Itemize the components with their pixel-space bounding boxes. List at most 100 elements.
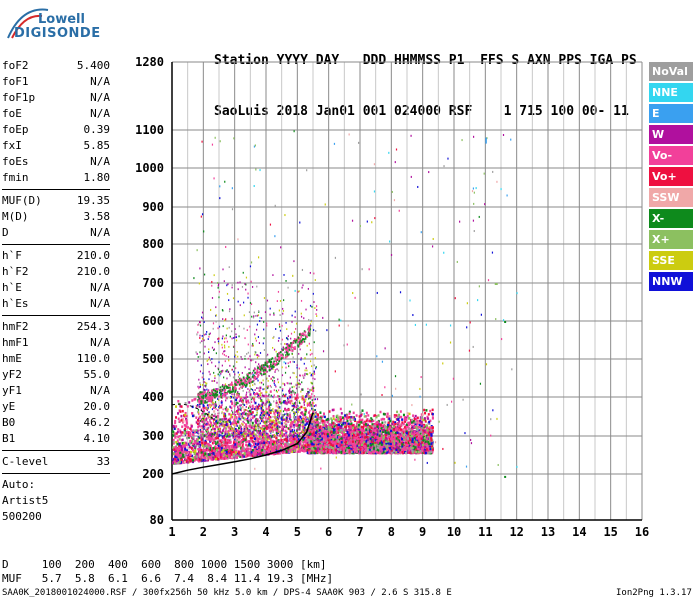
echo-point: [216, 425, 219, 429]
echo-point: [178, 444, 181, 447]
echo-point: [174, 460, 177, 464]
echo-point: [269, 411, 272, 415]
echo-point: [273, 376, 275, 379]
echo-point: [308, 402, 311, 405]
echo-point: [271, 426, 274, 429]
echo-point: [242, 455, 245, 458]
echo-point: [367, 419, 370, 423]
echo-point: [240, 447, 243, 450]
echo-point: [270, 386, 272, 389]
echo-point: [182, 420, 185, 423]
echo-point: [259, 453, 262, 457]
echo-point: [208, 348, 210, 351]
echo-point: [275, 440, 278, 444]
echo-point: [221, 343, 223, 346]
echo-point: [354, 429, 357, 432]
echo-point: [219, 418, 222, 421]
echo-point: [201, 413, 204, 417]
echo-point: [272, 452, 275, 456]
echo-point: [284, 450, 287, 454]
echo-point: [200, 433, 202, 436]
echo-point: [177, 456, 180, 460]
echo-point: [194, 449, 197, 453]
echo-point: [217, 417, 220, 421]
echo-point: [210, 400, 213, 403]
echo-point: [181, 425, 184, 428]
echo-point: [275, 389, 278, 392]
echo-point: [174, 446, 177, 449]
echo-point: [285, 417, 287, 420]
echo-point: [307, 393, 310, 396]
echo-point: [203, 352, 205, 355]
echo-point: [253, 396, 255, 399]
echo-point: [224, 414, 227, 418]
echo-point: [283, 414, 285, 416]
echo-point: [212, 401, 214, 404]
echo-point: [235, 398, 238, 402]
echo-point: [253, 443, 256, 447]
param-name: foF1p: [2, 91, 36, 104]
echo-point: [207, 444, 210, 447]
echo-point: [286, 435, 289, 439]
echo-point: [299, 408, 301, 411]
echo-point: [260, 411, 263, 415]
echo-point: [344, 429, 347, 432]
echo-point: [232, 429, 235, 433]
echo-point: [203, 409, 206, 413]
echo-point: [226, 435, 229, 437]
echo-point: [235, 429, 238, 433]
echo-point: [184, 411, 187, 415]
echo-point: [206, 404, 209, 407]
echo-point: [245, 399, 247, 402]
x-tick-label: 8: [388, 525, 395, 539]
echo-point: [277, 369, 280, 372]
echo-point: [265, 407, 268, 411]
echo-point: [381, 425, 384, 429]
echo-point: [269, 384, 271, 387]
echo-point: [199, 385, 202, 388]
echo-point: [293, 414, 295, 416]
echo-point: [302, 284, 304, 287]
echo-point: [245, 428, 248, 432]
echo-point: [202, 426, 204, 429]
y-tick-label: 800: [142, 237, 164, 251]
echo-point: [288, 439, 291, 442]
echo-point: [279, 435, 282, 439]
echo-point: [191, 442, 194, 446]
echo-point: [289, 376, 291, 379]
echo-point: [280, 402, 282, 405]
echo-point: [285, 430, 288, 434]
echo-point: [278, 421, 281, 424]
echo-point: [299, 427, 301, 430]
echo-point: [261, 374, 263, 377]
echo-point: [303, 414, 306, 417]
echo-point: [361, 418, 364, 422]
echo-point: [200, 455, 203, 459]
echo-point: [291, 402, 294, 405]
echo-point: [208, 333, 210, 336]
echo-point: [291, 314, 293, 317]
echo-point: [202, 424, 205, 428]
echo-point: [235, 401, 238, 405]
echo-point: [295, 404, 298, 408]
echo-point: [208, 447, 211, 450]
echo-point: [251, 448, 254, 452]
echo-point: [206, 427, 209, 431]
echo-point: [279, 416, 282, 420]
echo-point: [302, 438, 305, 442]
echo-point: [269, 415, 272, 419]
param-name: foE: [2, 107, 22, 120]
echo-point: [227, 456, 230, 459]
echo-point: [234, 424, 237, 427]
echo-point: [195, 455, 198, 458]
echo-point: [216, 452, 219, 455]
echo-point: [271, 442, 274, 446]
echo-point: [249, 423, 251, 425]
echo-point: [181, 409, 184, 413]
echo-point: [292, 360, 294, 363]
echo-point: [358, 418, 361, 422]
echo-point: [275, 411, 277, 414]
echo-point: [218, 412, 220, 415]
echo-point: [254, 406, 257, 409]
echo-point: [295, 327, 297, 330]
